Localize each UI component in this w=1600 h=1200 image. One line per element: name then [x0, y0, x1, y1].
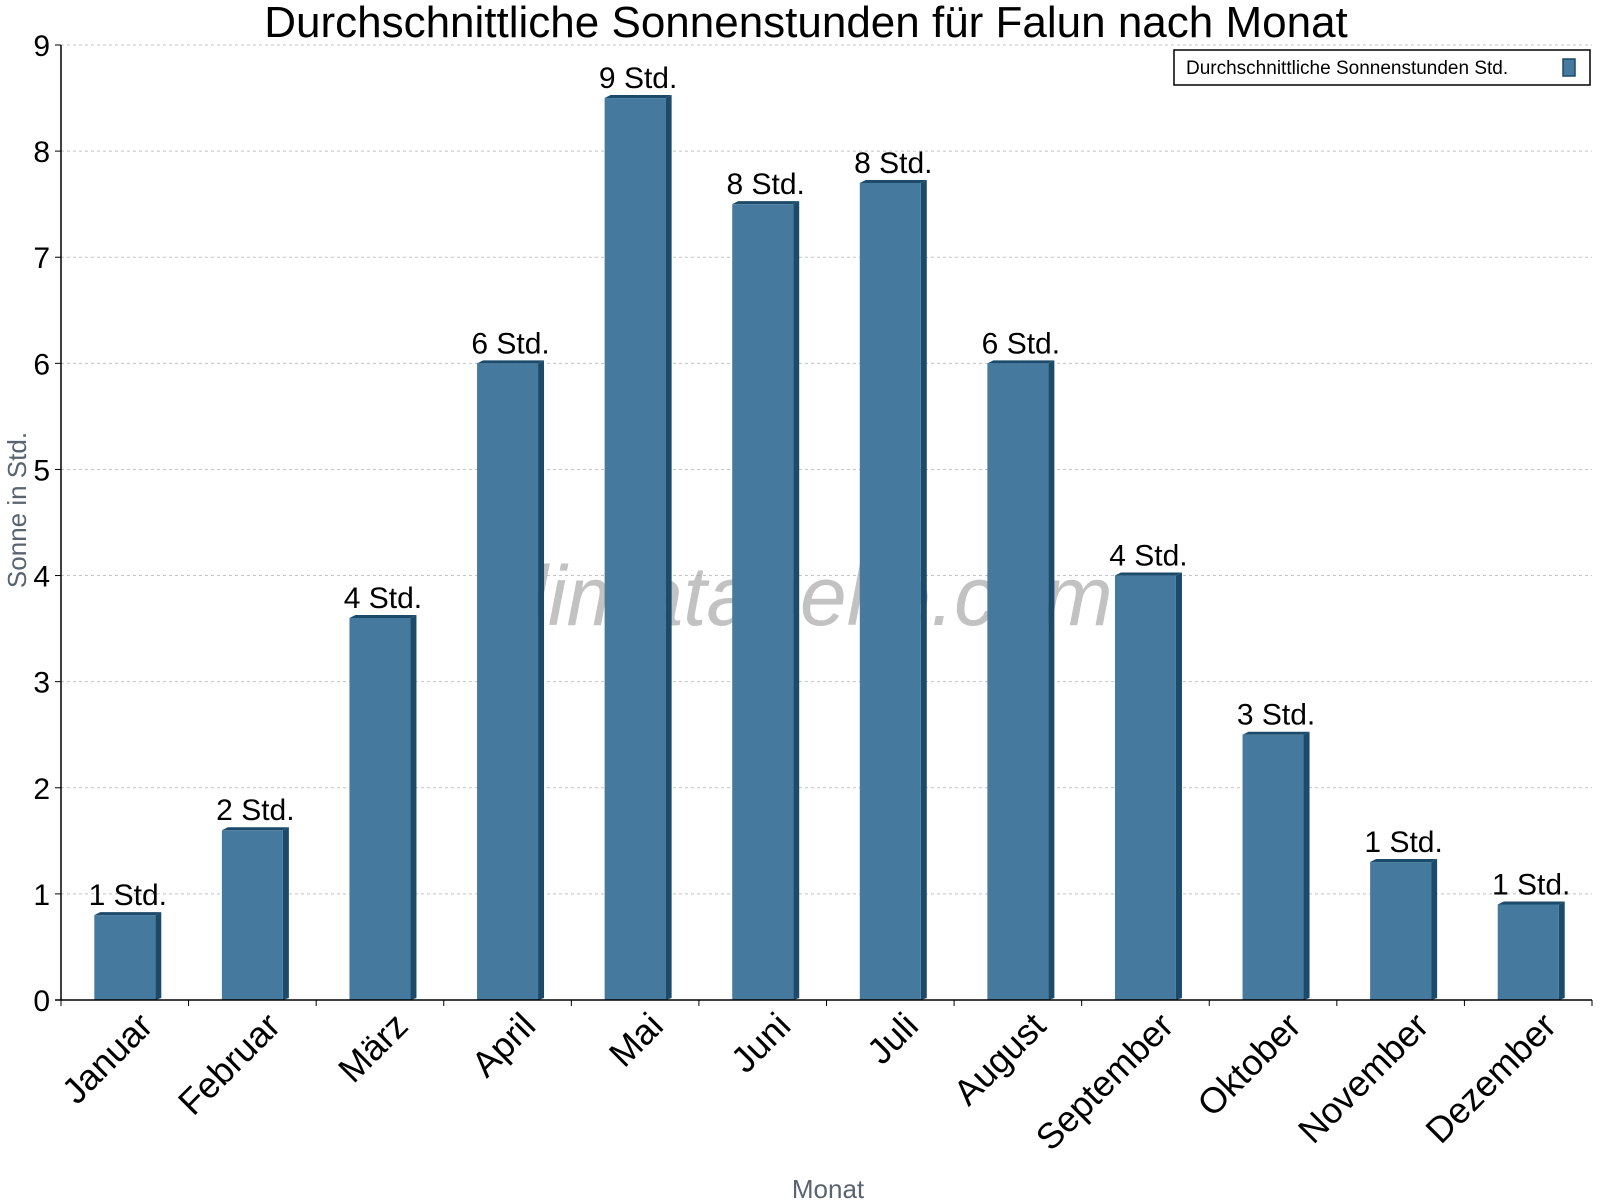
y-axis-label: Sonne in Std.	[2, 432, 32, 588]
data-label: 9 Std.	[599, 62, 677, 95]
bar-front	[349, 618, 411, 1000]
bar-top	[1370, 859, 1438, 863]
bar-side	[920, 179, 927, 1000]
bar-side	[410, 615, 417, 1000]
data-labels: 1 Std. 2 Std. 4 Std. 6 Std. 9 Std. 8 Std. 8 St…	[89, 62, 1571, 912]
bar-front	[221, 830, 283, 1000]
data-label: 1 Std.	[89, 879, 167, 912]
x-tick-label: Februar	[170, 1005, 288, 1123]
legend-swatch	[1562, 58, 1576, 77]
bar-front	[732, 204, 794, 1000]
bar-top	[1497, 901, 1565, 905]
y-tick-label: 5	[33, 454, 50, 487]
data-label: 4 Std.	[1109, 540, 1187, 573]
bar-top	[1114, 572, 1182, 576]
bar-front	[1370, 862, 1432, 1000]
bar-april	[477, 360, 545, 1000]
bar-top	[94, 912, 162, 916]
y-tick-label: 1	[33, 879, 50, 912]
bar-juni	[732, 201, 800, 1000]
y-tick-labels: 0 1 2 3 4 5 6 7 8 9	[33, 30, 50, 1018]
bar-august	[987, 360, 1055, 1000]
bar-september	[1114, 572, 1182, 1000]
bar-oktober	[1242, 731, 1310, 1000]
y-tick-label: 6	[33, 348, 50, 381]
data-label: 8 Std.	[854, 147, 932, 180]
bar-top	[221, 827, 289, 831]
bar-februar	[221, 827, 289, 1000]
bar-side	[1431, 859, 1438, 1000]
bar-top	[604, 95, 672, 99]
data-label: 6 Std.	[982, 327, 1060, 360]
bar-top	[349, 615, 417, 618]
bar-front	[987, 363, 1049, 1000]
x-tick-label: August	[945, 1005, 1053, 1113]
legend-box	[1173, 49, 1591, 86]
bar-front	[94, 915, 156, 1000]
bar-märz	[349, 615, 417, 1000]
data-label: 3 Std.	[1237, 699, 1315, 732]
grid-lines	[61, 44, 1592, 895]
axes	[55, 44, 1593, 1006]
y-tick-label: 8	[33, 136, 50, 169]
x-tick-labels: Januar Februar März April Mai Juni Juli AugustS…	[54, 1005, 1564, 1159]
y-tick-label: 7	[33, 242, 50, 275]
bar-front	[604, 98, 666, 1001]
bar-top	[732, 201, 800, 205]
data-label: 8 Std.	[727, 168, 805, 201]
bar-juli	[859, 179, 927, 1000]
x-tick-label: Mai	[601, 1005, 671, 1075]
bar-side	[1048, 360, 1055, 1000]
x-tick-label: Oktober	[1189, 1005, 1309, 1125]
x-tick-label: Januar	[54, 1005, 161, 1112]
bar-front	[477, 363, 539, 1000]
x-tick-label: Dezember	[1417, 1005, 1563, 1151]
bar-dezember	[1497, 901, 1565, 1000]
bar-front	[1114, 575, 1176, 1000]
y-tick-label: 4	[33, 561, 50, 594]
x-tick-label: April	[463, 1005, 543, 1085]
bar-top	[477, 360, 545, 364]
data-label: 2 Std.	[216, 794, 294, 827]
y-tick-label: 0	[33, 985, 50, 1018]
y-tick-label: 2	[33, 773, 50, 806]
data-label: 1 Std.	[1492, 869, 1570, 902]
x-tick-label: März	[330, 1005, 416, 1091]
bar-mai	[604, 95, 672, 1001]
bar-side	[538, 360, 545, 1000]
bars	[94, 95, 1565, 1001]
bar-side	[155, 912, 162, 1000]
bar-januar	[94, 912, 162, 1000]
legend-label: Durchschnittliche Sonnenstunden Std.	[1186, 58, 1508, 79]
bar-side	[1558, 901, 1565, 1000]
bar-side	[282, 827, 289, 1000]
legend: Durchschnittliche Sonnenstunden Std.	[1173, 49, 1591, 86]
x-axis-label: Monat	[792, 1174, 865, 1200]
bar-front	[1497, 904, 1559, 1000]
bar-top	[859, 179, 927, 183]
bar-side	[1175, 572, 1182, 1000]
bar-top	[1242, 731, 1310, 735]
y-tick-label: 3	[33, 667, 50, 700]
data-label: 6 Std.	[471, 327, 549, 360]
bar-side	[665, 95, 672, 1001]
data-label: 1 Std.	[1364, 826, 1442, 859]
chart-title: Durchschnittliche Sonnenstunden für Falu…	[264, 0, 1348, 47]
bar-side	[793, 201, 800, 1000]
bar-front	[859, 182, 921, 1000]
x-tick-label: Juni	[723, 1005, 799, 1081]
y-tick-label: 9	[33, 30, 50, 63]
bar-front	[1242, 734, 1304, 1000]
bar-november	[1370, 859, 1438, 1000]
data-label: 4 Std.	[344, 582, 422, 615]
bar-side	[1303, 731, 1310, 1000]
x-tick-label: November	[1290, 1005, 1436, 1151]
x-tick-label: Juli	[859, 1005, 926, 1072]
x-tick-label: September	[1028, 1005, 1182, 1159]
bar-top	[987, 360, 1055, 364]
